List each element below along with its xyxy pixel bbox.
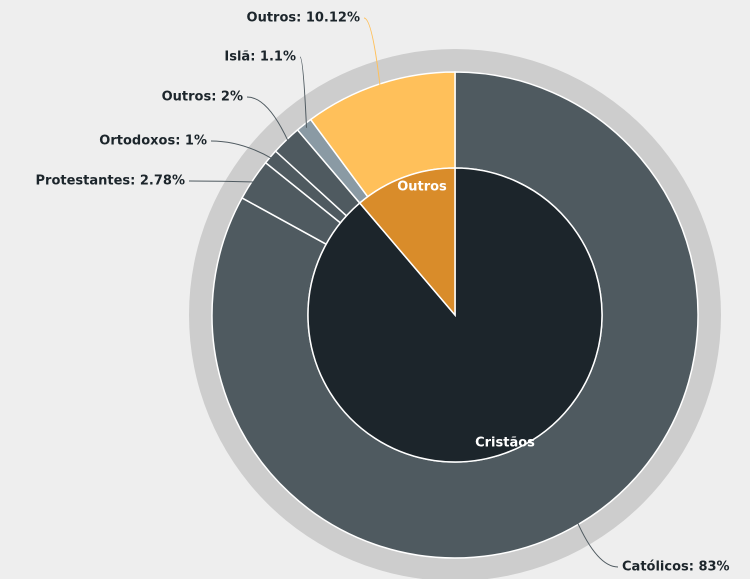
segment-label: Outros: 10.12% <box>247 11 360 26</box>
chart: Católicos: 83% Protestantes: 2.78% Ortodox… <box>0 0 750 579</box>
inner-label: Cristãos <box>475 436 535 451</box>
segment-label: Ortodoxos: 1% <box>99 134 207 149</box>
segment-label: Outros: 2% <box>162 90 243 105</box>
segment-label: Islã: 1.1% <box>224 50 296 65</box>
inner-label: Outros <box>397 180 447 195</box>
segment-label: Protestantes: 2.78% <box>36 174 185 189</box>
segment-label: Católicos: 83% <box>622 560 730 575</box>
